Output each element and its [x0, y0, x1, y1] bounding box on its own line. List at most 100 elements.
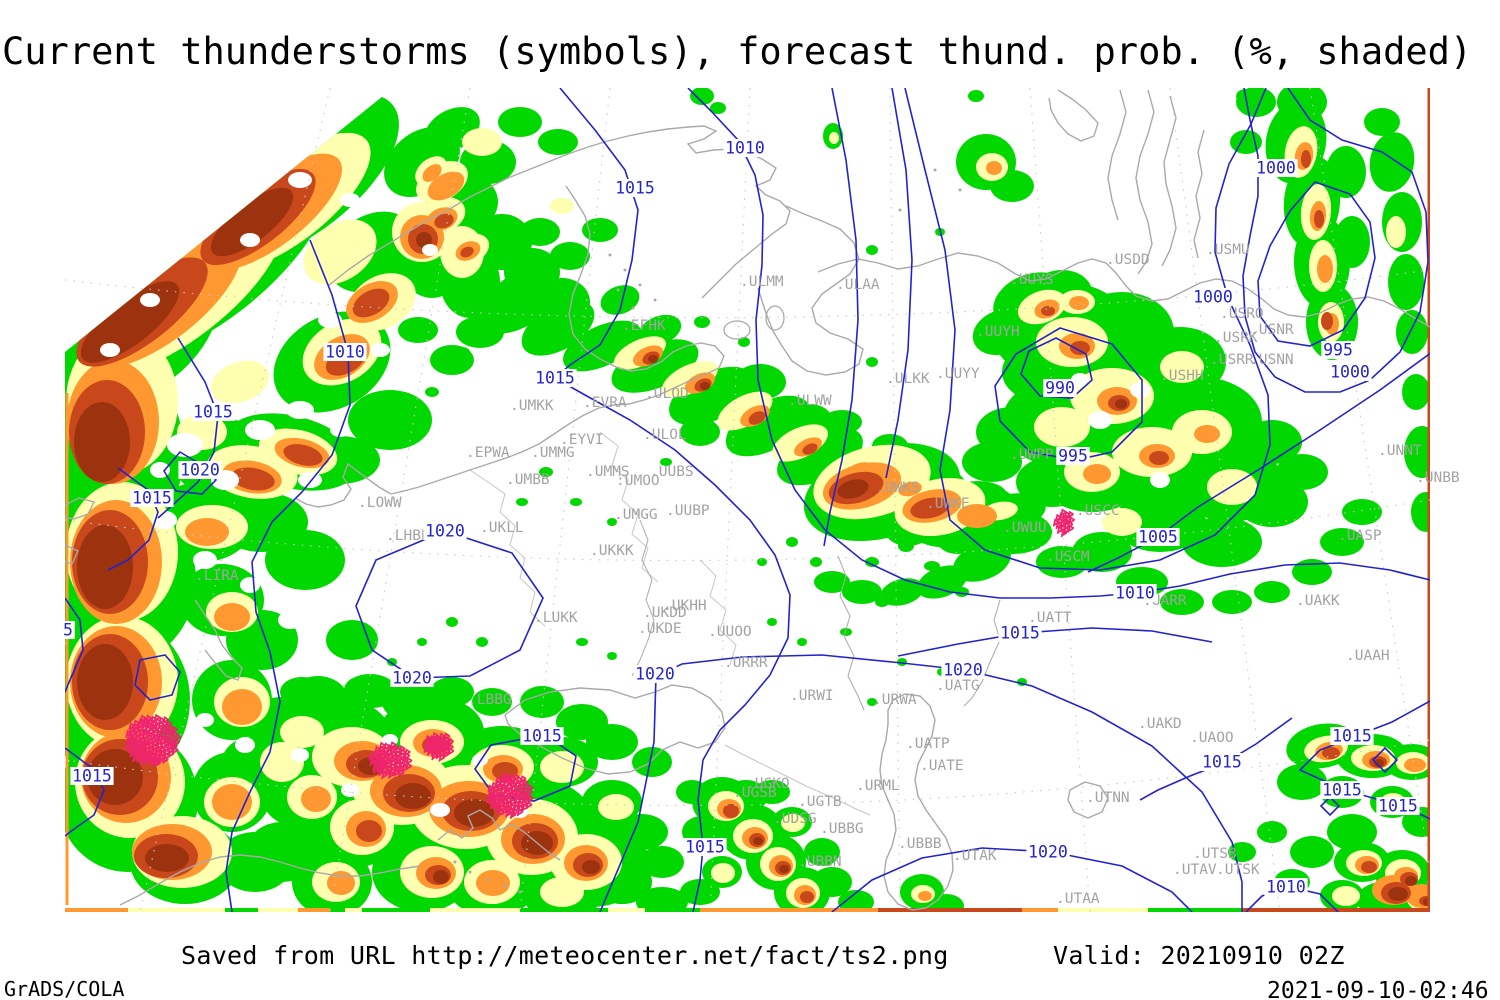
shading-blob	[430, 803, 450, 817]
isobar-label-box	[1191, 288, 1235, 306]
shading-blob	[1342, 499, 1382, 525]
shading-blob	[214, 603, 250, 631]
storm-symbol	[162, 715, 170, 724]
shading-blob	[786, 537, 798, 547]
shading-blob	[822, 410, 862, 434]
shading-blob	[74, 402, 130, 482]
storm-symbol	[1067, 510, 1075, 519]
station-label: .UWKE	[926, 496, 970, 512]
shading-blob	[301, 786, 331, 812]
coastline	[437, 809, 561, 861]
island-dot	[638, 283, 642, 287]
storm-symbol	[519, 775, 527, 784]
shading-blob	[1160, 589, 1204, 615]
isobar-contours	[65, 88, 1430, 912]
sea-outline	[879, 693, 954, 911]
station-label: .USRO	[1220, 306, 1264, 322]
station-label: .UTSK	[1216, 862, 1260, 878]
shading-blob	[185, 518, 229, 546]
shading-blob	[476, 870, 510, 896]
shading-blob	[734, 364, 786, 400]
isobar-label-box	[1330, 727, 1374, 745]
shading-blob	[472, 754, 488, 766]
storm-symbol	[125, 729, 133, 738]
shading-blob	[265, 530, 345, 590]
shading-blob	[193, 551, 217, 569]
coastline	[1048, 89, 1099, 142]
isobar-path	[355, 530, 544, 679]
storm-symbol	[1067, 524, 1075, 533]
isobar-path	[687, 88, 1430, 599]
station-label: .UGKO	[746, 776, 790, 792]
storm-symbol	[383, 742, 391, 751]
island-dot	[468, 870, 472, 874]
shading-blob	[1327, 814, 1377, 850]
station-labels: .EFHK .EVRA .ULOD .UMKK .EPWA .EYVI.UMMG .UMMS…	[195, 242, 1460, 907]
station-label: .ULOD	[645, 386, 689, 402]
station-label: .UUBP	[666, 503, 710, 519]
station-label: .UATP	[906, 736, 950, 752]
isobar-label: 1005	[1138, 528, 1178, 547]
shading-blob	[340, 193, 360, 207]
shading-blob	[1083, 464, 1111, 484]
shading-blob	[318, 312, 342, 328]
shading-blob	[814, 571, 850, 593]
storm-symbol	[397, 768, 405, 777]
shading-blob	[607, 518, 617, 526]
shading-blob	[717, 391, 773, 431]
shading-blob	[810, 557, 822, 567]
storm-symbol	[389, 741, 397, 750]
island-dot	[518, 890, 522, 894]
storm-symbol	[487, 784, 495, 793]
island-dot	[933, 168, 937, 172]
isobar-label: 1015	[193, 403, 233, 422]
isobar-path	[1319, 795, 1341, 817]
isobar-label: 1020	[635, 665, 675, 684]
isobar-label-box	[70, 767, 114, 785]
shading-blob	[1115, 399, 1127, 409]
shading-blob	[753, 837, 763, 845]
shading-blob	[1386, 216, 1406, 248]
country-border	[599, 431, 659, 583]
shading-blob	[231, 467, 275, 491]
station-label: .UMBB	[506, 472, 550, 488]
render-timestamp: 2021-09-10-02:46	[1267, 978, 1489, 1000]
isobar-label-box	[998, 624, 1042, 642]
station-label: .UBBN	[798, 854, 842, 870]
station-label: :UMOO	[616, 473, 660, 489]
station-label: .ULOL	[643, 427, 687, 443]
lake-outline	[765, 305, 785, 331]
shading-blob	[370, 343, 390, 357]
storm-symbol	[526, 783, 534, 792]
shading-blob	[222, 689, 262, 725]
isobar-path	[134, 654, 181, 701]
station-label: .USMU	[1206, 242, 1250, 258]
station-label: .UAKK	[1296, 593, 1340, 609]
isobar-path	[823, 88, 859, 547]
storm-symbol	[381, 771, 388, 780]
shading-blob	[167, 433, 203, 457]
storm-symbol-cluster	[368, 741, 413, 780]
storm-symbol	[512, 772, 520, 781]
shading-blob	[416, 232, 432, 248]
shading-blob	[446, 617, 458, 627]
station-label: .UATG	[936, 678, 980, 694]
station-label: .UTAK	[953, 848, 997, 864]
shading-blob	[427, 171, 465, 201]
isobar-label: 1015	[132, 489, 172, 508]
sea-outline	[1067, 781, 1109, 819]
country-border	[469, 469, 546, 627]
station-label: .EFHK	[622, 318, 666, 334]
station-label: .UATT	[1028, 610, 1072, 626]
shading-blob	[598, 794, 634, 820]
storm-symbol	[516, 808, 524, 817]
station-label: .UKLL	[480, 520, 524, 536]
station-label: .UGTB	[798, 794, 842, 810]
storm-symbol	[500, 772, 508, 781]
shading-blob	[1388, 254, 1424, 310]
isobar-label-box	[941, 661, 985, 679]
storm-symbol	[1060, 508, 1067, 517]
shading-blob	[1334, 216, 1370, 268]
station-label: .USNN	[1250, 352, 1294, 368]
